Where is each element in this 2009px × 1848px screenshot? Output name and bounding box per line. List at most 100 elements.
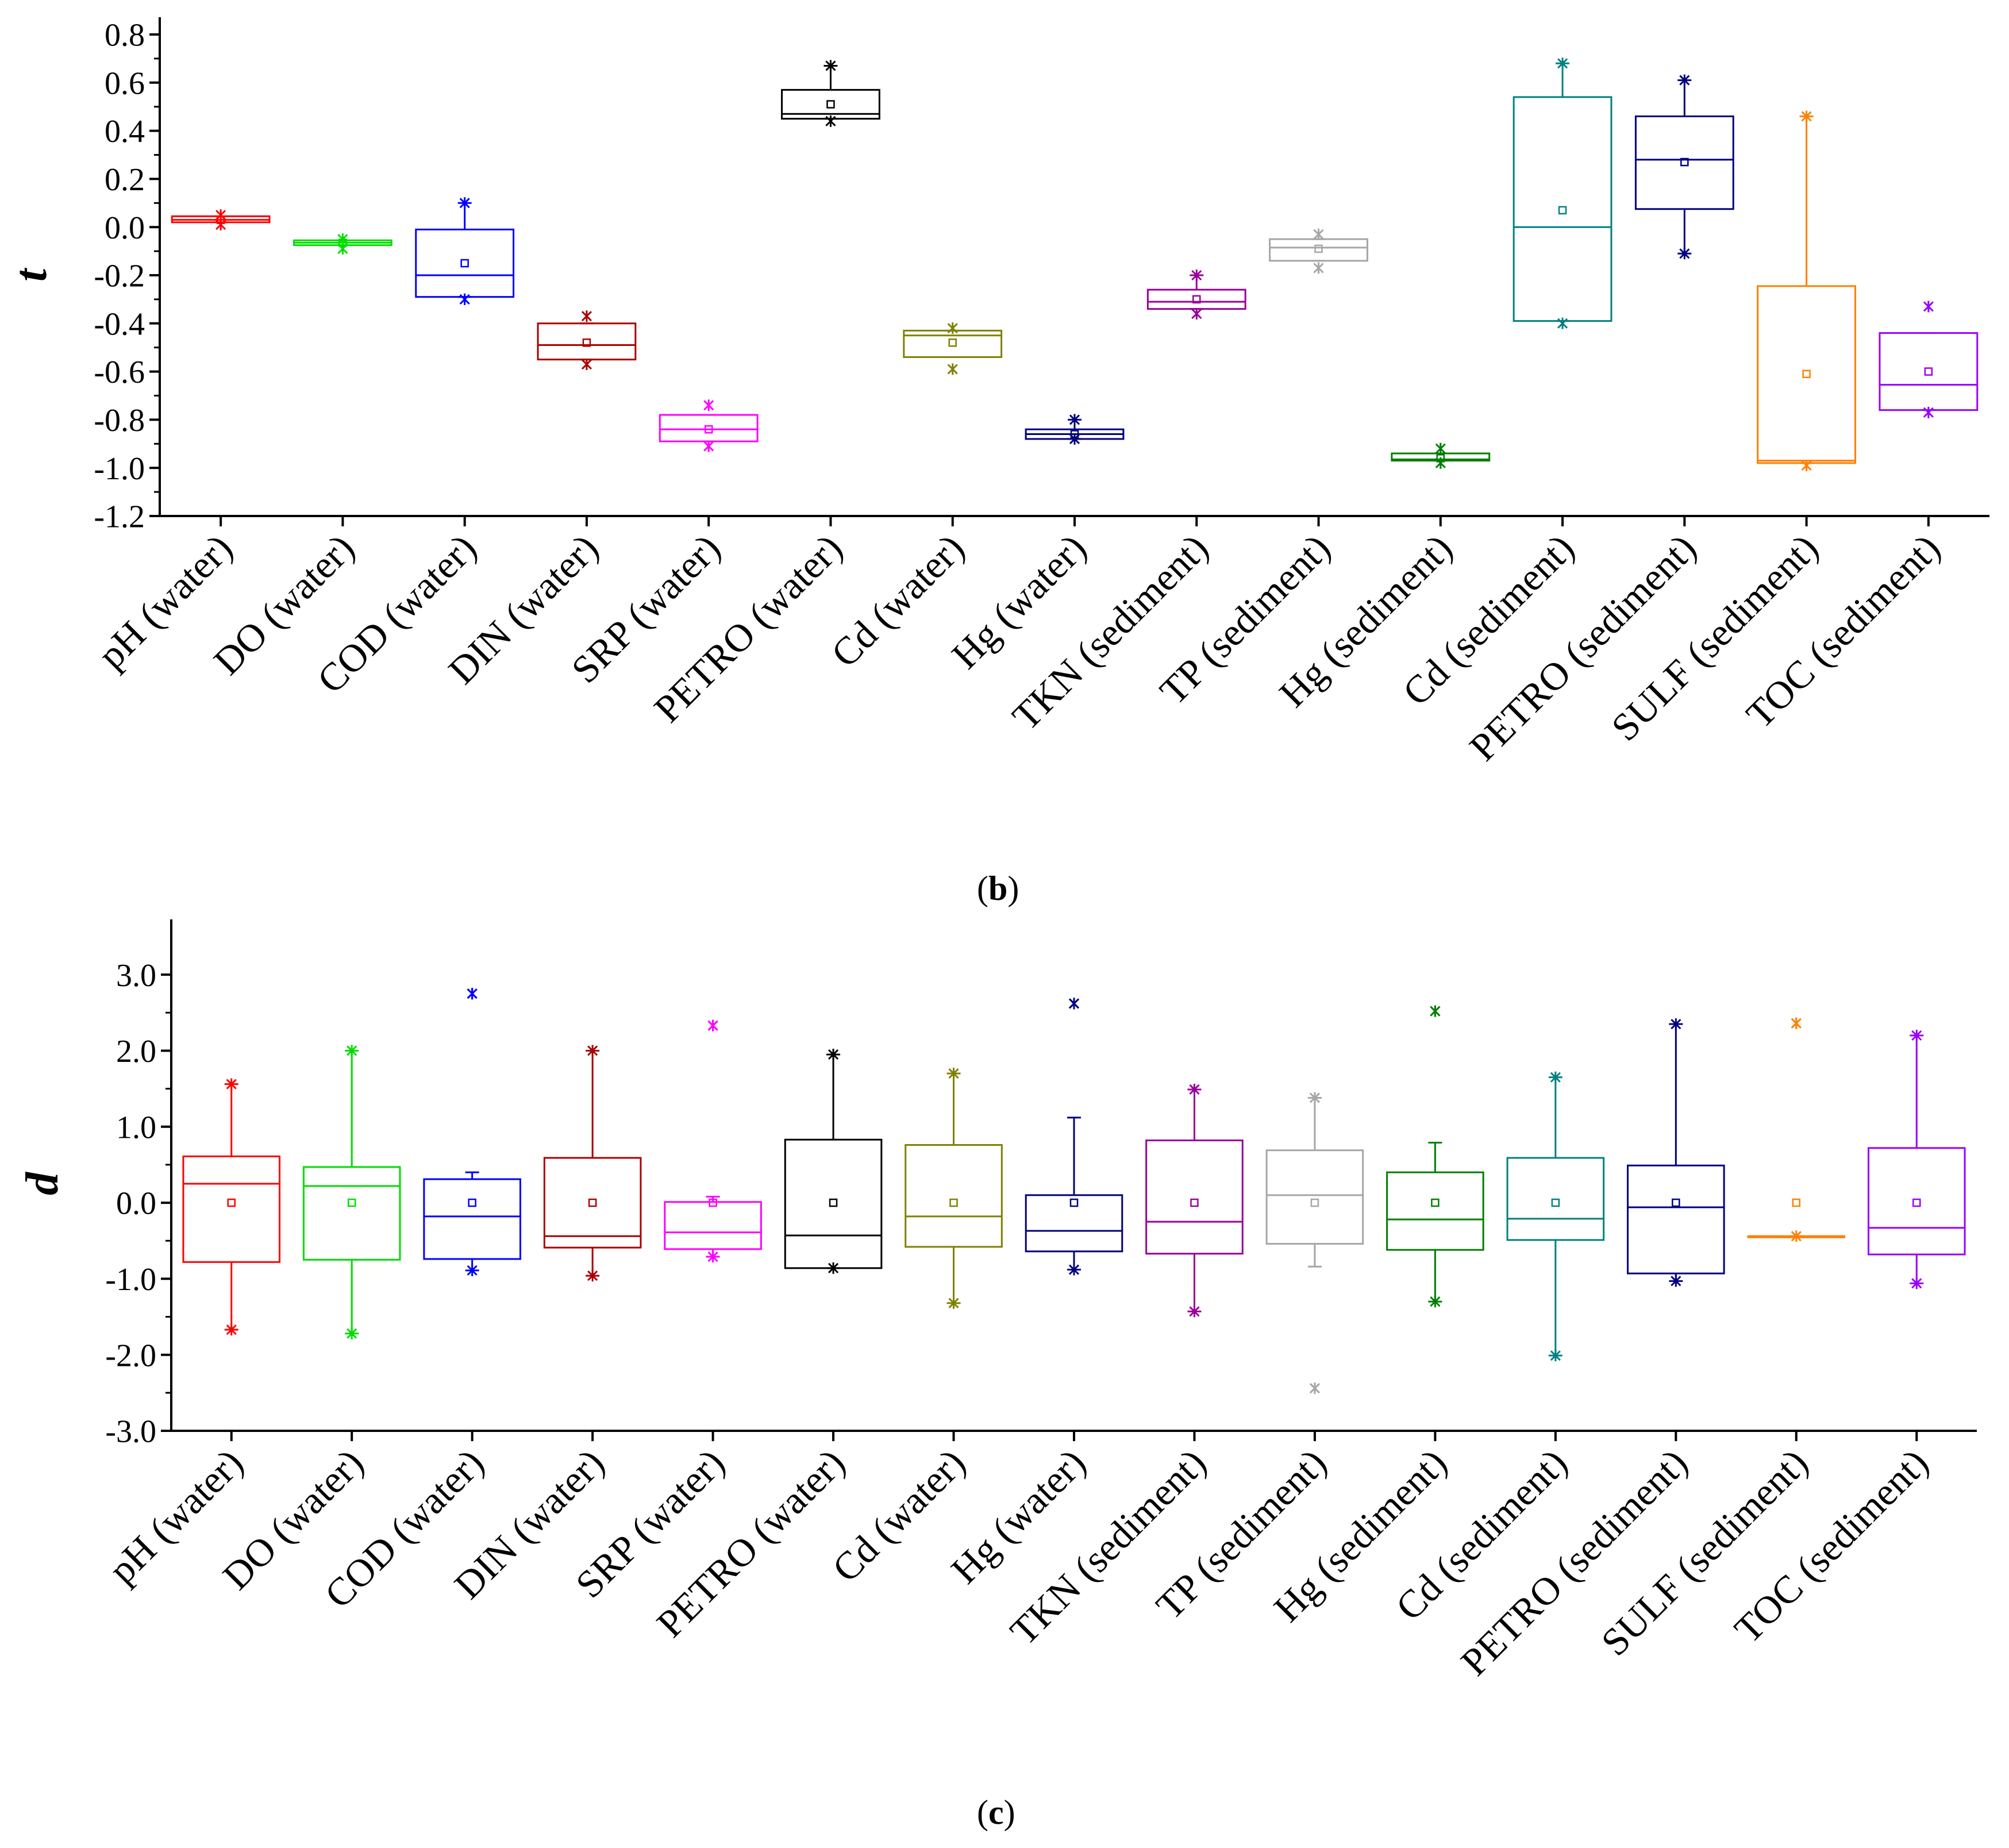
box-rect <box>1025 1194 1123 1253</box>
box-4: DIN (water) <box>446 1045 642 1607</box>
box-12: Cd (sediment) <box>1394 57 1612 714</box>
box-15: TOC (sediment) <box>1726 1030 1966 1651</box>
min-marker <box>1801 460 1812 472</box>
outlier-marker <box>1309 1382 1320 1394</box>
max-marker <box>947 322 958 334</box>
box-rect <box>659 414 759 442</box>
y-tick-label: -0.8 <box>94 403 145 438</box>
box-3: COD (water) <box>316 988 521 1616</box>
box-rect <box>1867 1147 1966 1256</box>
max-marker <box>581 310 592 322</box>
mean-marker <box>1190 1198 1199 1207</box>
x-category-label: SULF (sediment) <box>1592 1441 1816 1664</box>
min-marker <box>1911 1277 1922 1289</box>
max-marker <box>1671 1018 1681 1030</box>
y-tick-label: -1.2 <box>94 499 145 535</box>
box-rect <box>1634 115 1734 210</box>
y-tick-label: 0.6 <box>105 66 145 101</box>
max-marker <box>1679 74 1690 86</box>
mean-marker <box>1431 1198 1440 1207</box>
box-rect <box>1145 1139 1244 1255</box>
max-marker <box>828 1049 839 1061</box>
mean-marker <box>1912 1198 1921 1207</box>
y-tick-label: 3.0 <box>116 958 156 994</box>
y-tick-label: -2.0 <box>105 1338 156 1373</box>
max-marker <box>1557 57 1568 70</box>
mean-marker <box>1792 1198 1801 1207</box>
mean-marker <box>829 1198 838 1207</box>
mean-marker <box>582 338 591 347</box>
mean-marker <box>1802 369 1811 379</box>
max-marker <box>1911 1030 1922 1041</box>
box-rect <box>664 1201 762 1250</box>
mean-marker <box>1551 1198 1560 1207</box>
min-marker <box>1671 1275 1681 1287</box>
y-tick-label: 2.0 <box>116 1034 156 1069</box>
max-marker <box>587 1045 598 1057</box>
chart-panel-c: 3.0 2.0 1.0 0.0 -1.0 -2.0 -3.0 d pH (water)DO (w… <box>17 919 1977 1684</box>
y-tick-label: -1.0 <box>94 451 145 487</box>
outlier-marker <box>1791 1017 1802 1029</box>
mean-marker <box>1310 1198 1319 1207</box>
outlier-marker <box>1068 998 1080 1010</box>
mean-marker <box>1314 244 1323 253</box>
chart-panel-b: 0.8 0.6 0.4 0.2 0.0 -0.2 -0.4 -0.6 -0.8 -1.0 -1.2 t… <box>6 17 1989 769</box>
min-marker <box>948 1297 959 1309</box>
mean-marker <box>227 1198 236 1207</box>
min-marker <box>1791 1230 1802 1242</box>
panel-letter-b: b <box>988 869 1008 907</box>
y-axis-label: d <box>17 1172 68 1195</box>
mean-marker <box>347 1198 356 1207</box>
box-rect <box>1265 1149 1364 1245</box>
mean-marker <box>1672 1198 1680 1207</box>
min-marker <box>1191 308 1202 320</box>
box-rect <box>423 1178 521 1260</box>
box-rect <box>543 1157 642 1249</box>
min-marker <box>828 1262 839 1274</box>
max-marker <box>226 1078 237 1090</box>
box-rect <box>1757 285 1857 464</box>
y-tick-label: 1.0 <box>116 1110 156 1145</box>
max-marker <box>337 233 348 245</box>
min-marker <box>1068 1264 1080 1276</box>
min-marker <box>337 242 348 255</box>
box-rect <box>1506 1157 1605 1241</box>
mean-marker <box>948 338 957 347</box>
max-marker <box>1189 1083 1200 1095</box>
box-2: DO (water) <box>214 1045 401 1598</box>
min-marker <box>215 219 226 231</box>
min-marker <box>347 1327 357 1339</box>
box-rect <box>1146 288 1246 310</box>
outlier-marker <box>467 988 478 1000</box>
min-marker <box>226 1324 237 1336</box>
mean-marker <box>460 259 469 268</box>
max-marker <box>215 209 226 221</box>
box-rect <box>1879 332 1979 411</box>
min-marker <box>1069 433 1080 445</box>
box-rect <box>302 1166 401 1261</box>
y-tick-label: -3.0 <box>105 1414 156 1450</box>
box-rect <box>1627 1164 1725 1275</box>
box-rect <box>182 1155 281 1263</box>
y-tick-label: -0.6 <box>94 355 145 390</box>
box-rect <box>415 228 515 298</box>
min-marker <box>1557 317 1568 329</box>
x-category-label: PETRO (sediment) <box>1452 1441 1696 1684</box>
mean-marker <box>949 1198 958 1207</box>
max-marker <box>703 399 714 411</box>
min-marker <box>459 293 470 305</box>
mean-marker <box>704 425 713 434</box>
box-rect <box>784 1138 883 1269</box>
mean-marker <box>1192 295 1201 304</box>
max-marker <box>1801 110 1812 122</box>
min-marker <box>1923 406 1934 418</box>
panel-label-c: (c) <box>977 1793 1015 1831</box>
max-marker <box>1923 301 1934 313</box>
y-axis-label: t <box>6 267 56 282</box>
y-tick-label: -1.0 <box>105 1262 156 1298</box>
y-tick-label: 0.8 <box>105 18 145 53</box>
mean-marker <box>709 1198 717 1207</box>
min-marker <box>825 115 836 127</box>
max-marker <box>825 60 836 72</box>
mean-marker <box>588 1198 597 1207</box>
